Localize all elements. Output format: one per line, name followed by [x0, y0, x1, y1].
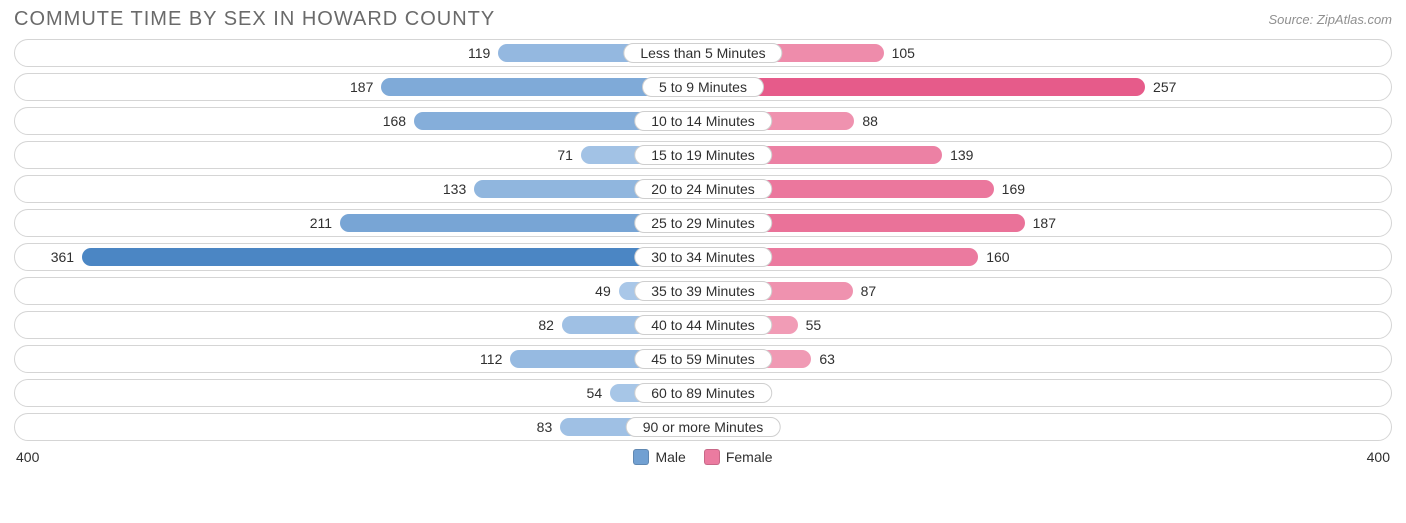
chart-row: 119 105 Less than 5 Minutes — [14, 39, 1392, 67]
chart-title: COMMUTE TIME BY SEX IN HOWARD COUNTY — [14, 8, 495, 31]
value-label-male: 187 — [350, 74, 381, 100]
swatch-female-icon — [704, 449, 720, 465]
legend: Male Female — [39, 449, 1366, 465]
category-label: 90 or more Minutes — [626, 417, 781, 437]
category-label: 10 to 14 Minutes — [634, 111, 772, 131]
category-label: 40 to 44 Minutes — [634, 315, 772, 335]
chart-row: 361 160 30 to 34 Minutes — [14, 243, 1392, 271]
chart-area: 119 105 Less than 5 Minutes 187 257 5 to 9 Mi… — [8, 39, 1398, 441]
value-label-female: 55 — [798, 312, 822, 338]
value-label-female: 87 — [853, 278, 877, 304]
value-label-female: 139 — [942, 142, 973, 168]
chart-row: 832490 or more Minutes — [14, 413, 1392, 441]
value-label-male: 49 — [595, 278, 619, 304]
axis-max-left: 400 — [16, 449, 39, 465]
category-label: 60 to 89 Minutes — [634, 383, 772, 403]
chart-row: 71 139 15 to 19 Minutes — [14, 141, 1392, 169]
value-label-male: 112 — [480, 346, 510, 372]
chart-row: 187 257 5 to 9 Minutes — [14, 73, 1392, 101]
legend-label-female: Female — [726, 449, 773, 465]
value-label-female: 187 — [1025, 210, 1056, 236]
value-label-male: 119 — [468, 40, 498, 66]
chart-footer: 400 Male Female 400 — [8, 447, 1398, 465]
value-label-male: 82 — [538, 312, 562, 338]
value-label-female: 160 — [978, 244, 1009, 270]
chart-row: 211 187 25 to 29 Minutes — [14, 209, 1392, 237]
category-label: 20 to 24 Minutes — [634, 179, 772, 199]
value-label-female: 257 — [1145, 74, 1176, 100]
value-label-female: 169 — [994, 176, 1025, 202]
category-label: Less than 5 Minutes — [623, 43, 782, 63]
legend-item-female: Female — [704, 449, 773, 465]
value-label-male: 83 — [537, 414, 561, 440]
value-label-male: 361 — [51, 244, 82, 270]
chart-row: 168 88 10 to 14 Minutes — [14, 107, 1392, 135]
chart-row: 133 169 20 to 24 Minutes — [14, 175, 1392, 203]
bar-female — [703, 78, 1145, 96]
value-label-female: 88 — [854, 108, 878, 134]
category-label: 35 to 39 Minutes — [634, 281, 772, 301]
axis-max-right: 400 — [1367, 449, 1390, 465]
category-label: 5 to 9 Minutes — [642, 77, 764, 97]
value-label-male: 168 — [383, 108, 414, 134]
value-label-male: 54 — [587, 380, 611, 406]
category-label: 15 to 19 Minutes — [634, 145, 772, 165]
legend-item-male: Male — [633, 449, 685, 465]
header: COMMUTE TIME BY SEX IN HOWARD COUNTY Sou… — [8, 4, 1398, 39]
category-label: 45 to 59 Minutes — [634, 349, 772, 369]
value-label-male: 211 — [310, 210, 340, 236]
chart-row: 49 87 35 to 39 Minutes — [14, 277, 1392, 305]
chart-row: 82 55 40 to 44 Minutes — [14, 311, 1392, 339]
source-attribution: Source: ZipAtlas.com — [1268, 8, 1392, 27]
bar-male — [82, 248, 703, 266]
category-label: 30 to 34 Minutes — [634, 247, 772, 267]
swatch-male-icon — [633, 449, 649, 465]
chart-row: 54960 to 89 Minutes — [14, 379, 1392, 407]
chart-row: 112 63 45 to 59 Minutes — [14, 345, 1392, 373]
value-label-female: 63 — [811, 346, 835, 372]
category-label: 25 to 29 Minutes — [634, 213, 772, 233]
value-label-male: 71 — [557, 142, 581, 168]
value-label-male: 133 — [443, 176, 474, 202]
legend-label-male: Male — [655, 449, 685, 465]
value-label-female: 105 — [884, 40, 915, 66]
